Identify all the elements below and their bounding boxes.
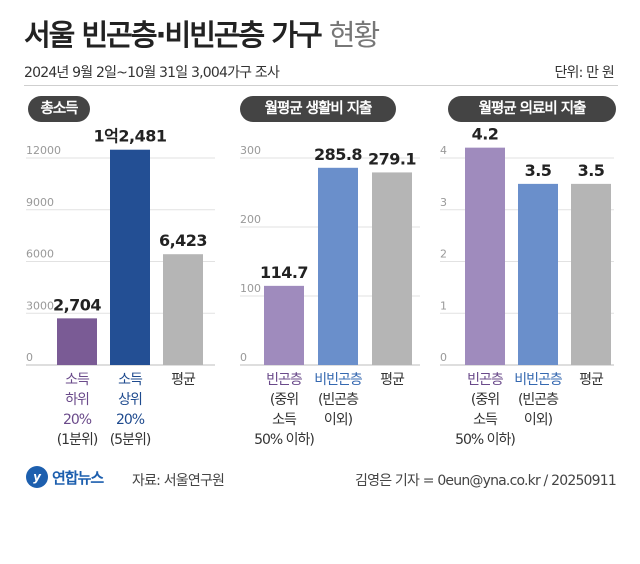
bar-medical-1: [518, 183, 558, 365]
category-label-medical-0: 소득: [473, 412, 498, 428]
category-label-income-0: 하위: [65, 392, 89, 408]
bar-living-1: [318, 167, 358, 365]
category-label-medical-0: 빈곤층: [467, 372, 504, 388]
category-label-income-0: (1분위): [57, 432, 98, 448]
value-label-income-0: 2,704: [53, 295, 101, 314]
panel-title-medical: 월평균 의료비 지출: [448, 96, 616, 122]
bar-medical-2: [571, 183, 611, 365]
title-main: 서울 빈곤층·비빈곤층 가구: [24, 18, 323, 52]
y-tick-label-living: 0: [240, 351, 247, 364]
category-label-income-0: 20%: [63, 412, 92, 428]
y-tick-label-medical: 2: [440, 248, 447, 261]
category-label-medical-2: 평균: [579, 372, 604, 388]
y-tick-label-medical: 0: [440, 351, 447, 364]
panel-title-income: 총소득: [28, 96, 90, 122]
bar-income-1: [110, 149, 150, 365]
category-label-medical-0: 50% 이하): [455, 432, 515, 448]
bar-living-0: [264, 285, 304, 365]
category-label-medical-0: (중위: [471, 392, 499, 408]
y-tick-label-income: 3000: [26, 299, 54, 312]
y-tick-label-medical: 4: [440, 144, 447, 157]
category-label-income-1: 상위: [118, 392, 142, 408]
y-tick-label-living: 300: [240, 144, 261, 157]
y-tick-label-income: 9000: [26, 196, 54, 209]
category-label-income-1: 소득: [118, 372, 143, 388]
category-label-living-1: 이외): [324, 412, 353, 428]
category-label-medical-1: (빈곤층: [518, 392, 559, 408]
panel-title-living: 월평균 생활비 지출: [240, 96, 396, 122]
source-text: 자료: 서울연구원: [132, 473, 225, 489]
category-label-living-2: 평균: [380, 372, 405, 388]
y-tick-label-medical: 3: [440, 196, 447, 209]
logo-text: 연합뉴스: [52, 468, 104, 487]
value-label-income-1: 1억2,481: [94, 127, 167, 146]
value-label-living-1: 285.8: [314, 145, 362, 164]
category-label-living-1: 비빈곤층: [314, 372, 363, 388]
y-tick-label-income: 12000: [26, 144, 61, 157]
credit-text: 김영은 기자 = 0eun@yna.co.kr / 20250911: [355, 473, 617, 489]
bar-income-2: [163, 254, 203, 365]
y-tick-label-income: 0: [26, 351, 33, 364]
y-tick-label-living: 100: [240, 282, 261, 295]
category-label-living-0: (중위: [270, 392, 298, 408]
category-label-medical-1: 이외): [524, 412, 553, 428]
y-tick-label-medical: 1: [440, 299, 447, 312]
category-label-living-1: (빈곤층: [318, 392, 359, 408]
value-label-medical-2: 3.5: [578, 161, 605, 180]
category-label-income-2: 평균: [171, 372, 196, 388]
survey-subtitle: 2024년 9월 2일~10월 31일 3,004가구 조사: [24, 65, 280, 81]
header-divider: [24, 85, 618, 86]
yonhap-logo: y 연합뉴스: [26, 466, 104, 488]
value-label-living-0: 114.7: [260, 263, 308, 282]
value-label-income-2: 6,423: [159, 231, 207, 250]
y-tick-label-living: 200: [240, 213, 261, 226]
yonhap-logo-icon: y: [26, 466, 48, 488]
category-label-income-1: (5분위): [110, 432, 151, 448]
title-light: 현황: [328, 18, 380, 52]
bar-medical-0: [465, 147, 505, 365]
chart-title: 서울 빈곤층·비빈곤층 가구 현황: [24, 12, 380, 54]
value-label-medical-1: 3.5: [525, 161, 552, 180]
unit-label: 단위: 만 원: [554, 65, 614, 81]
category-label-medical-1: 비빈곤층: [514, 372, 563, 388]
bar-living-2: [372, 172, 412, 365]
category-label-living-0: 빈곤층: [266, 372, 303, 388]
category-label-living-0: 50% 이하): [254, 432, 314, 448]
bar-income-0: [57, 318, 97, 365]
category-label-income-1: 20%: [116, 412, 145, 428]
value-label-living-2: 279.1: [368, 149, 416, 168]
category-label-living-0: 소득: [272, 412, 297, 428]
category-label-income-0: 소득: [65, 372, 90, 388]
y-tick-label-income: 6000: [26, 248, 54, 261]
value-label-medical-0: 4.2: [472, 125, 499, 144]
